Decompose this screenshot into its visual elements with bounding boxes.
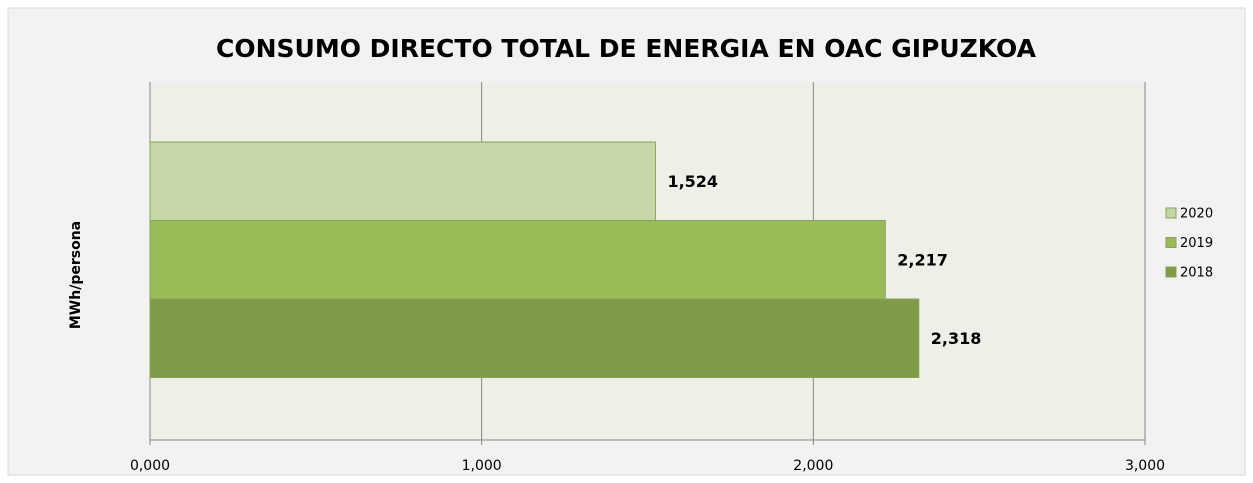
x-tick-label: 3,000 xyxy=(1125,458,1165,474)
legend-label: 2018 xyxy=(1180,266,1213,281)
data-label: 1,524 xyxy=(667,172,718,191)
legend-label: 2020 xyxy=(1180,207,1213,222)
x-tick-label: 0,000 xyxy=(130,458,170,474)
y-axis-label: MWh/persona xyxy=(68,221,84,329)
x-tick-label: 1,000 xyxy=(462,458,502,474)
bar xyxy=(149,220,886,300)
legend-swatch xyxy=(1165,266,1177,278)
data-label: 2,217 xyxy=(897,250,948,269)
chart-title: CONSUMO DIRECTO TOTAL DE ENERGIA EN OAC … xyxy=(216,34,1037,63)
legend-swatch xyxy=(1165,207,1177,219)
bar xyxy=(149,141,656,221)
legend-label: 2019 xyxy=(1180,236,1213,251)
data-label: 2,318 xyxy=(931,329,982,348)
x-tick-label: 2,000 xyxy=(793,458,833,474)
bar xyxy=(149,298,920,378)
legend-swatch xyxy=(1165,237,1177,248)
